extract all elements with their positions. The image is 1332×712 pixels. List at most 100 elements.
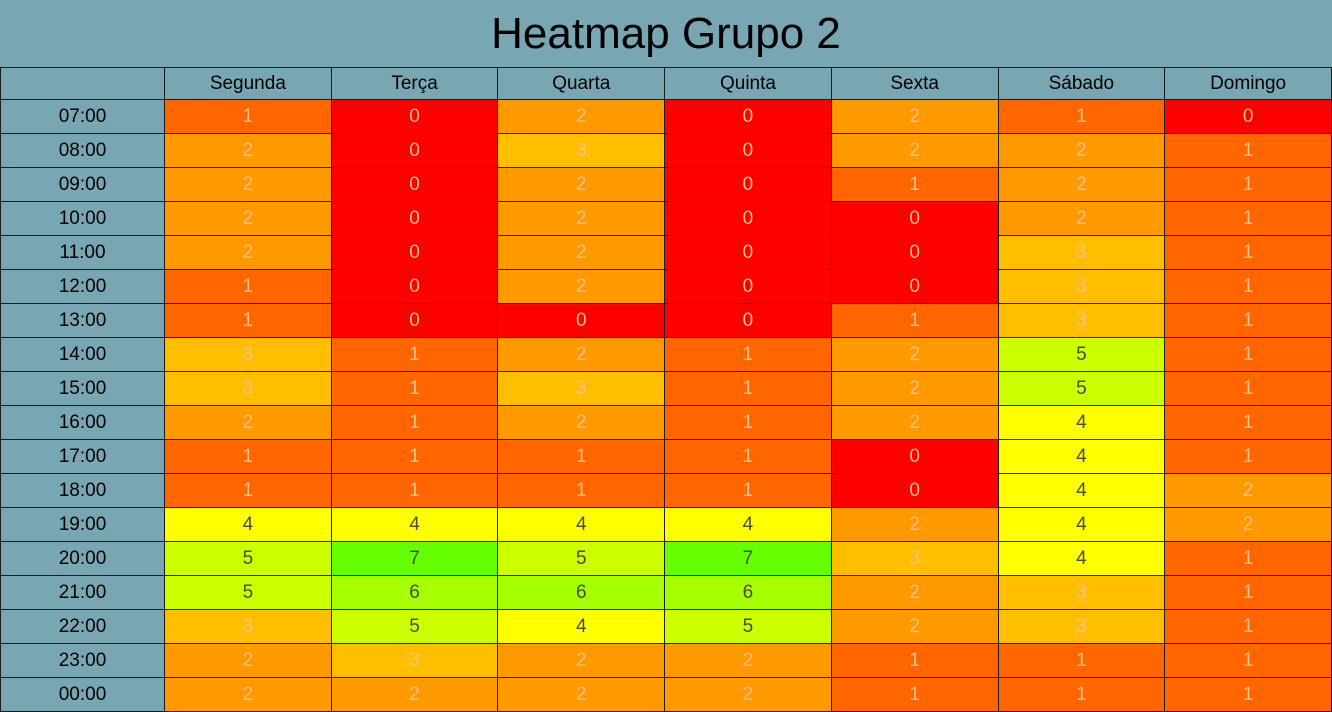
heatmap-cell-sexta: 2	[830, 371, 999, 406]
heatmap-cell-segunda: 3	[164, 371, 332, 406]
heatmap-cell-sexta: 2	[830, 133, 999, 168]
row-label: 16:00	[0, 405, 165, 440]
heatmap-cell-sexta: 2	[830, 609, 999, 644]
heatmap-cell-terca: 7	[330, 541, 499, 576]
heatmap-cell-sabado: 3	[997, 575, 1166, 610]
heatmap-cell-terca: 0	[330, 167, 499, 202]
heatmap-cell-quarta: 3	[497, 133, 666, 168]
heatmap-row: 17:00 1 1 1 1 0 4 1	[0, 439, 1332, 474]
heatmap-cell-terca: 0	[330, 269, 499, 304]
heatmap-cell-domingo: 1	[1164, 371, 1332, 406]
heatmap-cell-quinta: 0	[664, 303, 832, 338]
row-label: 09:00	[0, 167, 165, 202]
heatmap-cell-terca: 0	[330, 99, 499, 134]
heatmap-cell-quinta: 4	[664, 507, 832, 542]
column-header-sabado: Sábado	[997, 67, 1166, 100]
corner-cell	[0, 67, 165, 100]
heatmap-cell-segunda: 1	[164, 99, 332, 134]
heatmap-cell-domingo: 1	[1164, 405, 1332, 440]
row-label: 10:00	[0, 201, 165, 236]
heatmap-cell-quarta: 1	[497, 473, 666, 508]
heatmap-cell-sabado: 1	[997, 99, 1166, 134]
heatmap-cell-quinta: 0	[664, 269, 832, 304]
heatmap-cell-sabado: 3	[997, 235, 1166, 270]
heatmap-cell-segunda: 2	[164, 643, 332, 678]
row-label: 19:00	[0, 507, 165, 542]
heatmap-cell-sexta: 3	[830, 541, 999, 576]
heatmap-cell-segunda: 1	[164, 473, 332, 508]
heatmap-row: 11:00 2 0 2 0 0 3 1	[0, 235, 1332, 270]
heatmap-cell-domingo: 2	[1164, 507, 1332, 542]
column-header-terca: Terça	[330, 67, 499, 100]
heatmap-cell-quarta: 1	[497, 439, 666, 474]
heatmap-cell-terca: 3	[330, 643, 499, 678]
heatmap-cell-sabado: 1	[997, 643, 1166, 678]
heatmap-cell-sexta: 1	[830, 303, 999, 338]
heatmap-cell-domingo: 1	[1164, 541, 1332, 576]
heatmap-cell-quarta: 2	[497, 643, 666, 678]
heatmap-cell-segunda: 2	[164, 167, 332, 202]
heatmap-cell-domingo: 2	[1164, 473, 1332, 508]
column-header-segunda: Segunda	[164, 67, 332, 100]
heatmap-cell-segunda: 3	[164, 609, 332, 644]
heatmap-cell-segunda: 2	[164, 133, 332, 168]
heatmap-cell-sabado: 2	[997, 133, 1166, 168]
heatmap-cell-sexta: 2	[830, 337, 999, 372]
heatmap-cell-domingo: 1	[1164, 609, 1332, 644]
heatmap-cell-domingo: 1	[1164, 235, 1332, 270]
heatmap-cell-domingo: 1	[1164, 439, 1332, 474]
heatmap-cell-sabado: 2	[997, 201, 1166, 236]
heatmap-cell-segunda: 1	[164, 269, 332, 304]
heatmap-cell-terca: 1	[330, 371, 499, 406]
heatmap-cell-quarta: 2	[497, 235, 666, 270]
heatmap-cell-quarta: 2	[497, 167, 666, 202]
column-header-sexta: Sexta	[830, 67, 999, 100]
heatmap-cell-quinta: 1	[664, 371, 832, 406]
row-label: 18:00	[0, 473, 165, 508]
heatmap-row: 19:00 4 4 4 4 2 4 2	[0, 507, 1332, 542]
heatmap-cell-quinta: 7	[664, 541, 832, 576]
heatmap-cell-domingo: 1	[1164, 575, 1332, 610]
heatmap-row: 12:00 1 0 2 0 0 3 1	[0, 269, 1332, 304]
row-label: 14:00	[0, 337, 165, 372]
heatmap-cell-segunda: 4	[164, 507, 332, 542]
heatmap-row: 07:00 1 0 2 0 2 1 0	[0, 99, 1332, 134]
heatmap-body: 07:00 1 0 2 0 2 1 0 08:00 2 0 3 0 2 2 1 09:00 2 0 2 0 1 2 1 10:0…	[0, 99, 1332, 712]
heatmap-cell-terca: 1	[330, 337, 499, 372]
heatmap-cell-terca: 1	[330, 473, 499, 508]
heatmap-row: 15:00 3 1 3 1 2 5 1	[0, 371, 1332, 406]
heatmap-cell-sexta: 2	[830, 99, 999, 134]
row-label: 22:00	[0, 609, 165, 644]
heatmap-cell-quinta: 0	[664, 167, 832, 202]
heatmap-cell-segunda: 2	[164, 235, 332, 270]
heatmap-cell-sexta: 2	[830, 507, 999, 542]
row-label: 23:00	[0, 643, 165, 678]
heatmap-cell-domingo: 1	[1164, 201, 1332, 236]
heatmap-cell-sexta: 0	[830, 235, 999, 270]
heatmap-row: 14:00 3 1 2 1 2 5 1	[0, 337, 1332, 372]
heatmap-cell-quinta: 1	[664, 473, 832, 508]
heatmap-cell-domingo: 1	[1164, 269, 1332, 304]
heatmap-cell-sexta: 0	[830, 201, 999, 236]
heatmap-cell-segunda: 1	[164, 303, 332, 338]
heatmap-cell-quinta: 6	[664, 575, 832, 610]
heatmap-cell-quarta: 2	[497, 677, 666, 712]
heatmap-row: 20:00 5 7 5 7 3 4 1	[0, 541, 1332, 576]
heatmap-row: 21:00 5 6 6 6 2 3 1	[0, 575, 1332, 610]
chart-title: Heatmap Grupo 2	[0, 0, 1332, 67]
heatmap-cell-quarta: 2	[497, 99, 666, 134]
heatmap-cell-sabado: 3	[997, 609, 1166, 644]
heatmap-cell-domingo: 1	[1164, 677, 1332, 712]
row-label: 00:00	[0, 677, 165, 712]
column-header-quarta: Quarta	[497, 67, 666, 100]
heatmap-cell-quinta: 1	[664, 337, 832, 372]
row-label: 11:00	[0, 235, 165, 270]
heatmap-cell-quarta: 2	[497, 269, 666, 304]
heatmap-cell-quinta: 2	[664, 643, 832, 678]
heatmap-cell-sexta: 2	[830, 405, 999, 440]
heatmap-cell-sexta: 0	[830, 439, 999, 474]
heatmap-row: 10:00 2 0 2 0 0 2 1	[0, 201, 1332, 236]
heatmap-cell-sexta: 0	[830, 473, 999, 508]
row-label: 20:00	[0, 541, 165, 576]
heatmap-cell-terca: 6	[330, 575, 499, 610]
